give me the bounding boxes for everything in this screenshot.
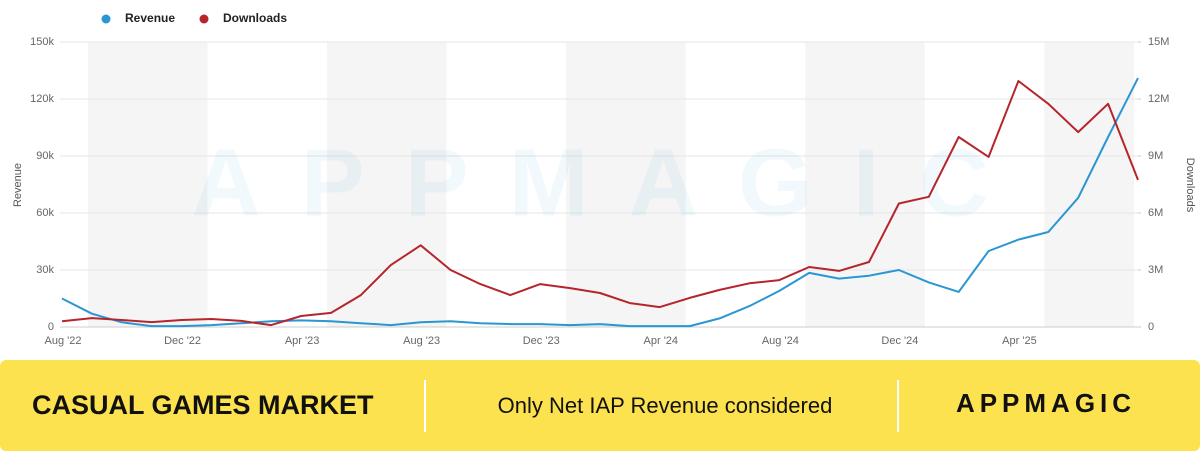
watermark: APPMAGIC [191,129,1028,236]
y-tick-label: 150k [30,36,54,48]
y-tick-label: 30k [36,264,54,276]
y2-tick-label: 6M [1148,207,1163,219]
shade-band [566,42,686,327]
y2-tick-label: 0 [1148,321,1154,333]
banner-title: CASUAL GAMES MARKET [32,390,374,420]
shade-band [805,42,925,327]
x-tick-label: Aug '24 [762,335,799,347]
legend-marker [199,14,209,24]
x-tick-label: Apr '25 [1002,335,1037,347]
y-tick-label: 60k [36,207,54,219]
banner-note: Only Net IAP Revenue considered [498,393,833,418]
x-tick-label: Dec '24 [881,335,918,347]
series-line [61,80,1139,327]
banner-logo: APPMAGIC [956,388,1136,418]
x-tick-label: Aug '22 [45,335,82,347]
x-tick-label: Dec '23 [523,335,560,347]
y-tick-label: 120k [30,93,54,105]
legend-marker [101,14,111,24]
y2-tick-label: 12M [1148,93,1169,105]
banner [0,360,1200,451]
bands [87,42,1134,327]
legend-label: Revenue [125,11,175,25]
x-tick-label: Apr '24 [644,335,679,347]
y2-tick-label: 9M [1148,150,1163,162]
shade-band [1044,42,1134,327]
shade-band [87,42,208,327]
y-axis-title: Revenue [12,163,24,207]
legend-label: Downloads [223,11,287,25]
shade-band [327,42,447,327]
y2-axis-title: Downloads [1184,158,1196,213]
x-tick-label: Dec '22 [164,335,201,347]
y2-tick-label: 3M [1148,264,1163,276]
x-tick-label: Aug '23 [403,335,440,347]
x-tick-label: Apr '23 [285,335,320,347]
y2-tick-label: 15M [1148,36,1169,48]
series-line [61,77,1139,328]
y-tick-label: 0 [48,321,54,333]
y-tick-label: 90k [36,150,54,162]
